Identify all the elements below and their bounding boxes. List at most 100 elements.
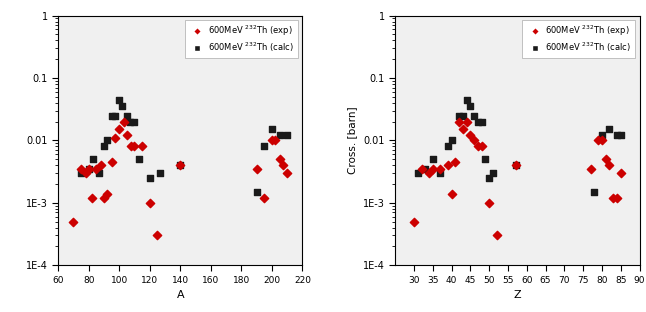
- 600MeV $^{232}$Th (exp): [81, 171, 91, 176]
- 600MeV $^{232}$Th (exp): [443, 163, 453, 168]
- 600MeV $^{232}$Th (calc): [420, 166, 430, 171]
- 600MeV $^{232}$Th (calc): [435, 171, 446, 176]
- 600MeV $^{232}$Th (exp): [458, 127, 468, 132]
- 600MeV $^{232}$Th (exp): [267, 138, 277, 143]
- 600MeV $^{232}$Th (exp): [484, 200, 494, 205]
- 600MeV $^{232}$Th (calc): [428, 157, 438, 162]
- 600MeV $^{232}$Th (calc): [477, 119, 487, 124]
- 600MeV $^{232}$Th (calc): [129, 119, 140, 124]
- 600MeV $^{232}$Th (calc): [114, 97, 125, 102]
- 600MeV $^{232}$Th (calc): [175, 163, 185, 168]
- X-axis label: A: A: [176, 290, 184, 300]
- Y-axis label: Cross. [barn]: Cross. [barn]: [348, 107, 357, 174]
- 600MeV $^{232}$Th (exp): [465, 133, 475, 138]
- 600MeV $^{232}$Th (exp): [417, 166, 427, 171]
- 600MeV $^{232}$Th (exp): [259, 195, 269, 200]
- 600MeV $^{232}$Th (exp): [424, 171, 434, 176]
- 600MeV $^{232}$Th (exp): [604, 163, 614, 168]
- 600MeV $^{232}$Th (exp): [282, 171, 293, 176]
- 600MeV $^{232}$Th (calc): [275, 133, 285, 138]
- 600MeV $^{232}$Th (calc): [145, 175, 155, 180]
- 600MeV $^{232}$Th (calc): [282, 133, 293, 138]
- 600MeV $^{232}$Th (calc): [117, 104, 127, 109]
- 600MeV $^{232}$Th (exp): [96, 163, 106, 168]
- 600MeV $^{232}$Th (exp): [109, 135, 120, 140]
- 600MeV $^{232}$Th (calc): [469, 113, 479, 118]
- 600MeV $^{232}$Th (calc): [510, 163, 521, 168]
- 600MeV $^{232}$Th (exp): [137, 144, 147, 149]
- 600MeV $^{232}$Th (calc): [267, 127, 277, 132]
- 600MeV $^{232}$Th (exp): [126, 144, 136, 149]
- 600MeV $^{232}$Th (exp): [428, 166, 438, 171]
- 600MeV $^{232}$Th (exp): [68, 219, 79, 224]
- 600MeV $^{232}$Th (exp): [597, 138, 607, 143]
- 600MeV $^{232}$Th (calc): [251, 189, 262, 194]
- 600MeV $^{232}$Th (calc): [155, 171, 165, 176]
- 600MeV $^{232}$Th (calc): [612, 133, 622, 138]
- 600MeV $^{232}$Th (calc): [443, 144, 453, 149]
- 600MeV $^{232}$Th (calc): [488, 171, 498, 176]
- 600MeV $^{232}$Th (exp): [435, 166, 446, 171]
- 600MeV $^{232}$Th (exp): [469, 138, 479, 143]
- 600MeV $^{232}$Th (exp): [616, 171, 626, 176]
- 600MeV $^{232}$Th (exp): [454, 119, 464, 124]
- 600MeV $^{232}$Th (exp): [608, 195, 618, 200]
- 600MeV $^{232}$Th (exp): [83, 166, 94, 171]
- 600MeV $^{232}$Th (calc): [473, 119, 483, 124]
- 600MeV $^{232}$Th (calc): [461, 97, 472, 102]
- 600MeV $^{232}$Th (calc): [76, 171, 86, 176]
- 600MeV $^{232}$Th (exp): [461, 119, 472, 124]
- 600MeV $^{232}$Th (calc): [589, 189, 599, 194]
- 600MeV $^{232}$Th (calc): [125, 119, 135, 124]
- 600MeV $^{232}$Th (calc): [99, 144, 109, 149]
- 600MeV $^{232}$Th (calc): [458, 113, 468, 118]
- 600MeV $^{232}$Th (calc): [259, 144, 269, 149]
- 600MeV $^{232}$Th (calc): [94, 171, 105, 176]
- 600MeV $^{232}$Th (calc): [484, 175, 494, 180]
- 600MeV $^{232}$Th (calc): [604, 127, 614, 132]
- 600MeV $^{232}$Th (exp): [145, 200, 155, 205]
- 600MeV $^{232}$Th (calc): [446, 138, 457, 143]
- 600MeV $^{232}$Th (exp): [277, 163, 287, 168]
- 600MeV $^{232}$Th (calc): [465, 104, 475, 109]
- 600MeV $^{232}$Th (calc): [134, 157, 144, 162]
- 600MeV $^{232}$Th (exp): [114, 127, 125, 132]
- 600MeV $^{232}$Th (calc): [107, 113, 117, 118]
- Legend: 600MeV $^{232}$Th (exp), 600MeV $^{232}$Th (calc): 600MeV $^{232}$Th (exp), 600MeV $^{232}$…: [185, 20, 298, 58]
- 600MeV $^{232}$Th (exp): [175, 163, 185, 168]
- 600MeV $^{232}$Th (calc): [597, 133, 607, 138]
- 600MeV $^{232}$Th (exp): [91, 166, 101, 171]
- 600MeV $^{232}$Th (exp): [510, 163, 521, 168]
- 600MeV $^{232}$Th (exp): [492, 233, 502, 238]
- 600MeV $^{232}$Th (exp): [129, 144, 140, 149]
- 600MeV $^{232}$Th (exp): [119, 119, 129, 124]
- Legend: 600MeV $^{232}$Th (exp), 600MeV $^{232}$Th (calc): 600MeV $^{232}$Th (exp), 600MeV $^{232}$…: [522, 20, 636, 58]
- 600MeV $^{232}$Th (exp): [585, 166, 596, 171]
- 600MeV $^{232}$Th (exp): [450, 159, 461, 164]
- 600MeV $^{232}$Th (calc): [454, 113, 464, 118]
- 600MeV $^{232}$Th (calc): [480, 157, 490, 162]
- 600MeV $^{232}$Th (exp): [270, 138, 280, 143]
- 600MeV $^{232}$Th (calc): [121, 113, 132, 118]
- 600MeV $^{232}$Th (exp): [601, 157, 611, 162]
- X-axis label: Z: Z: [514, 290, 521, 300]
- 600MeV $^{232}$Th (calc): [109, 113, 120, 118]
- 600MeV $^{232}$Th (calc): [88, 157, 98, 162]
- 600MeV $^{232}$Th (calc): [83, 166, 94, 171]
- 600MeV $^{232}$Th (exp): [409, 219, 419, 224]
- 600MeV $^{232}$Th (exp): [473, 144, 483, 149]
- 600MeV $^{232}$Th (calc): [413, 171, 423, 176]
- 600MeV $^{232}$Th (exp): [251, 166, 262, 171]
- 600MeV $^{232}$Th (calc): [102, 138, 112, 143]
- 600MeV $^{232}$Th (exp): [152, 233, 163, 238]
- 600MeV $^{232}$Th (exp): [121, 133, 132, 138]
- 600MeV $^{232}$Th (exp): [107, 159, 117, 164]
- 600MeV $^{232}$Th (exp): [446, 191, 457, 196]
- 600MeV $^{232}$Th (exp): [593, 138, 603, 143]
- 600MeV $^{232}$Th (exp): [76, 166, 86, 171]
- 600MeV $^{232}$Th (exp): [99, 195, 109, 200]
- 600MeV $^{232}$Th (exp): [477, 144, 487, 149]
- 600MeV $^{232}$Th (exp): [87, 195, 97, 200]
- 600MeV $^{232}$Th (exp): [102, 191, 112, 196]
- 600MeV $^{232}$Th (exp): [275, 157, 285, 162]
